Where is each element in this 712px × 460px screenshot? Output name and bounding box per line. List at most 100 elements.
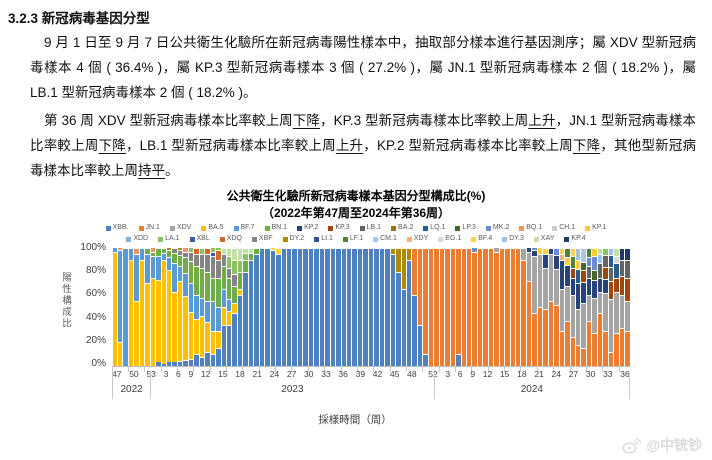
bar-segment-XBB. bbox=[205, 351, 210, 366]
bar-segment-LA.1 bbox=[603, 248, 608, 256]
legend-swatch bbox=[471, 236, 477, 242]
bar-segment-BN.1 bbox=[243, 259, 248, 272]
paragraph-text: ，LB.1 型新冠病毒樣本比率較上周 bbox=[125, 138, 336, 153]
week-bar-2023-w38 bbox=[352, 248, 357, 366]
chart-legend-row-1: XBB. JN.1 XDV BA.5 BF.7 BN.1 KP.2 KP.3 LB.1 BA.2 L… bbox=[0, 224, 712, 232]
week-bar-2023-w32 bbox=[319, 248, 325, 366]
bar-segment-JN.1 bbox=[537, 307, 543, 366]
bar-segment-XBF bbox=[172, 248, 177, 253]
bar-segment-XDY bbox=[559, 253, 565, 260]
legend-swatch bbox=[105, 225, 111, 231]
x-tick-label: 47 bbox=[112, 369, 122, 379]
bar-segment-DY.2 bbox=[177, 248, 183, 251]
week-bar-2024-w23 bbox=[554, 248, 559, 366]
week-bar-2023-w29 bbox=[303, 248, 308, 366]
week-bar-2024-w35 bbox=[619, 248, 625, 366]
week-bar-2022-w51 bbox=[134, 248, 139, 366]
bar-segment-BF.7 bbox=[172, 263, 177, 292]
axis-tick-mark bbox=[389, 367, 391, 372]
week-bar-2024-w17 bbox=[521, 248, 526, 366]
bar-segment-BA.5 bbox=[156, 279, 161, 363]
x-tick-label: 24 bbox=[551, 369, 561, 379]
bar-segment-XBF bbox=[194, 253, 199, 266]
bar-segment-BF.7 bbox=[205, 301, 210, 323]
week-bar-2023-w4 bbox=[167, 248, 172, 366]
bar-segment-KP.2 bbox=[554, 255, 559, 270]
bar-segment-XBB. bbox=[270, 250, 276, 366]
bar-segment-BA.5 bbox=[216, 330, 221, 349]
chart-legend-row-2: XDD LA.1 XBL XDQ XBF DY.2 LI.1 LF.1 CM.1 XDY EG.1 B… bbox=[0, 235, 712, 243]
axis-tick-mark bbox=[340, 367, 342, 372]
bar-segment-BF.7 bbox=[194, 295, 199, 319]
bar-segment-LF.1 bbox=[565, 248, 570, 258]
bar-slot bbox=[340, 248, 346, 372]
bar-segment-JN.1 bbox=[597, 312, 603, 366]
bar-segment-BF.7 bbox=[161, 252, 167, 260]
bar-segment-KP.2 bbox=[526, 248, 532, 252]
legend-swatch bbox=[219, 236, 225, 242]
bar-segment-KP.1 bbox=[565, 257, 570, 265]
week-bar-2024-w19 bbox=[532, 248, 537, 366]
legend-item-DY.3: DY.3 bbox=[502, 235, 524, 243]
bar-slot bbox=[205, 248, 210, 366]
week-bar-2024-w21 bbox=[543, 248, 548, 366]
bar-segment-BN.1 bbox=[188, 261, 194, 284]
legend-label: LQ.1 bbox=[430, 224, 446, 231]
bar-segment-BF.7 bbox=[177, 265, 183, 282]
bar-segment-XDV bbox=[526, 251, 532, 282]
bar-segment-XBB. bbox=[374, 248, 379, 366]
week-bar-2024-w2 bbox=[439, 248, 445, 366]
bar-segment-KP.2 bbox=[543, 253, 548, 269]
week-bar-2024-w29 bbox=[586, 248, 592, 366]
bar-segment-XBB. bbox=[325, 248, 330, 366]
bar-segment-XDV bbox=[532, 256, 537, 313]
week-bar-2023-w12 bbox=[210, 248, 216, 366]
bar-slot bbox=[172, 248, 177, 366]
bar-segment-XDV bbox=[521, 248, 526, 260]
bar-segment-BN.1 bbox=[194, 265, 199, 296]
chart-title: 公共衛生化驗所新冠病毒樣本基因分型構成比(%) bbox=[226, 189, 486, 203]
week-bar-2024-w8 bbox=[472, 248, 477, 366]
x-tick-label: 33 bbox=[603, 369, 613, 379]
bar-segment-BF.4 bbox=[570, 248, 576, 257]
bar-segment-KP.3 bbox=[619, 276, 625, 296]
bar-segment-JN.1 bbox=[456, 248, 461, 355]
bar-segment-BF.4 bbox=[270, 248, 276, 251]
bar-slot bbox=[520, 248, 526, 372]
week-bar-2022-w49 bbox=[123, 248, 128, 366]
axis-tick-mark bbox=[569, 367, 571, 372]
bar-segment-XDQ bbox=[205, 248, 210, 254]
legend-item-CM.1: CM.1 bbox=[373, 235, 397, 243]
x-tick-label: 24 bbox=[269, 369, 280, 379]
week-bar-2024-w5 bbox=[456, 248, 461, 366]
bar-segment-BA.5 bbox=[134, 301, 139, 366]
bar-slot bbox=[532, 248, 537, 366]
bar-segment-BF.4 bbox=[559, 248, 565, 254]
y-tick-label: 40% bbox=[85, 311, 106, 323]
bar-segment-KP.3 bbox=[570, 268, 576, 278]
week-bar-2024-w36 bbox=[625, 248, 630, 366]
bar-segment-JN.1 bbox=[625, 330, 630, 366]
week-bar-2023-w47 bbox=[401, 248, 406, 366]
axis-tick-mark bbox=[144, 367, 146, 372]
bar-segment-XBL bbox=[210, 251, 216, 257]
bar-segment-LA.1 bbox=[188, 248, 194, 252]
legend-label: DY.2 bbox=[289, 235, 305, 242]
week-bar-2023-w17 bbox=[237, 248, 243, 366]
bar-segment-XBF bbox=[188, 251, 194, 262]
legend-item-XDD: XDD bbox=[126, 235, 148, 243]
bar-slot bbox=[297, 248, 303, 366]
bar-slot bbox=[144, 248, 150, 372]
bar-slot bbox=[412, 248, 417, 366]
bar-slot bbox=[422, 248, 428, 372]
bar-segment-BQ.1 bbox=[117, 248, 123, 251]
watermark-text: @中铳钞 bbox=[646, 437, 702, 453]
x-tick-label: 9 bbox=[470, 369, 476, 379]
week-bar-2023-w35 bbox=[336, 248, 341, 366]
week-bar-2023-w14 bbox=[221, 248, 227, 366]
bar-segment-JN.1 bbox=[576, 344, 581, 366]
week-bar-2024-w24 bbox=[559, 248, 565, 366]
bar-segment-KP.1 bbox=[537, 250, 543, 254]
bar-slot bbox=[487, 248, 494, 372]
bar-segment-LQ.1 bbox=[576, 269, 581, 284]
